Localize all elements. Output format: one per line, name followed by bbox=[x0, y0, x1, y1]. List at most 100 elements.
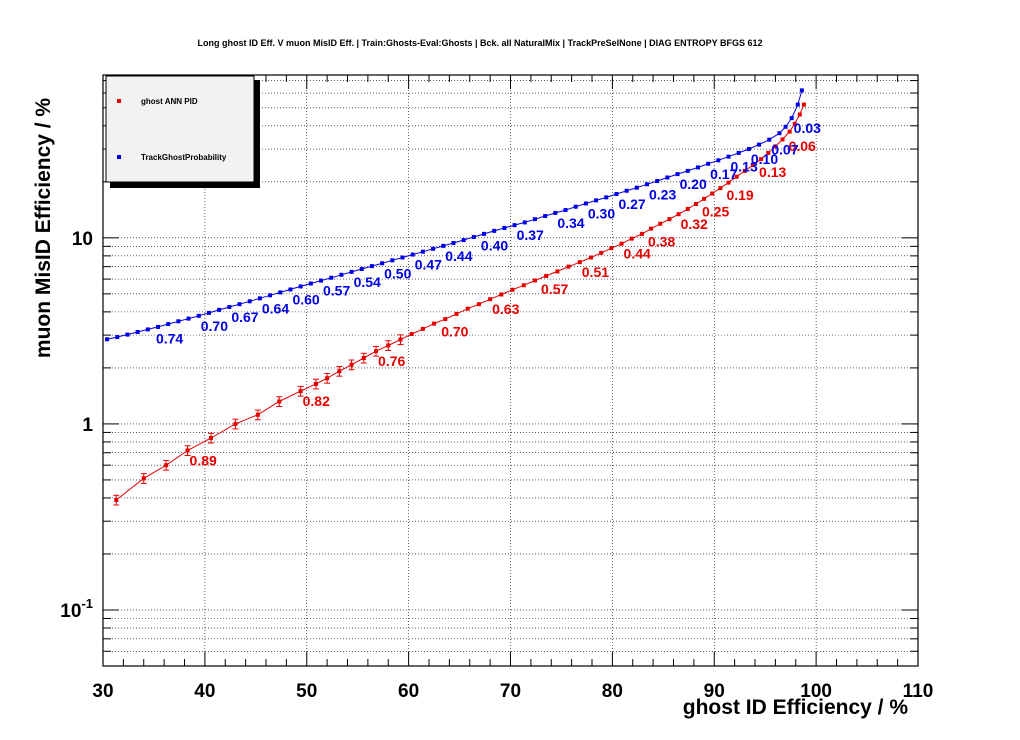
x-tick-label: 40 bbox=[194, 681, 215, 702]
data-point bbox=[588, 255, 593, 260]
data-label: 0.13 bbox=[759, 164, 786, 180]
data-label: 0.76 bbox=[378, 353, 405, 369]
data-point bbox=[706, 161, 711, 166]
data-point bbox=[734, 174, 739, 179]
data-point bbox=[380, 261, 385, 266]
data-point bbox=[443, 317, 448, 322]
data-point bbox=[726, 180, 731, 185]
data-point bbox=[583, 201, 588, 206]
data-point bbox=[488, 297, 493, 302]
data-label: 0.20 bbox=[680, 176, 707, 192]
data-point bbox=[634, 185, 639, 190]
data-label: 0.07 bbox=[771, 142, 798, 158]
x-tick-label: 80 bbox=[602, 681, 623, 702]
data-point bbox=[750, 163, 755, 168]
data-point bbox=[471, 235, 476, 240]
data-point bbox=[773, 144, 778, 149]
data-point bbox=[420, 249, 425, 254]
data-point bbox=[716, 158, 721, 163]
data-label: 0.23 bbox=[649, 186, 676, 202]
data-point bbox=[409, 332, 414, 337]
data-label: 0.44 bbox=[445, 248, 472, 264]
data-point bbox=[543, 214, 548, 219]
data-point bbox=[718, 186, 723, 191]
data-point bbox=[510, 287, 515, 292]
x-tick-label: 70 bbox=[500, 681, 521, 702]
data-label: 0.57 bbox=[541, 281, 568, 297]
data-label: 0.67 bbox=[231, 309, 258, 325]
data-label: 0.19 bbox=[726, 187, 753, 203]
data-point bbox=[114, 498, 119, 503]
data-point bbox=[141, 476, 146, 481]
data-point bbox=[499, 292, 504, 297]
data-point bbox=[629, 236, 634, 241]
data-label: 0.50 bbox=[384, 265, 411, 281]
legend-entry: ghost ANN PID bbox=[141, 97, 198, 106]
data-point bbox=[695, 165, 700, 170]
data-point bbox=[599, 250, 604, 255]
data-point bbox=[185, 448, 190, 453]
data-point bbox=[577, 260, 582, 265]
data-point bbox=[573, 204, 578, 209]
data-point bbox=[797, 112, 802, 117]
data-point bbox=[337, 369, 342, 374]
data-point bbox=[329, 275, 334, 280]
data-point bbox=[609, 246, 614, 251]
data-label: 0.37 bbox=[517, 227, 544, 243]
data-point bbox=[339, 272, 344, 277]
data-point bbox=[667, 217, 672, 222]
data-point bbox=[521, 283, 526, 288]
data-point bbox=[759, 157, 764, 162]
data-point bbox=[313, 381, 318, 386]
data-point bbox=[742, 168, 747, 173]
data-point bbox=[655, 179, 660, 184]
data-label: 0.70 bbox=[201, 318, 228, 334]
data-point bbox=[512, 223, 517, 228]
x-tick-label: 100 bbox=[800, 681, 832, 702]
x-tick-label: 30 bbox=[92, 681, 113, 702]
data-point bbox=[227, 304, 232, 309]
data-point bbox=[166, 322, 171, 327]
data-label: 0.51 bbox=[582, 264, 609, 280]
data-label: 0.63 bbox=[492, 301, 519, 317]
data-point bbox=[308, 281, 313, 286]
data-point bbox=[432, 321, 437, 326]
data-point bbox=[400, 255, 405, 260]
data-point bbox=[757, 142, 762, 147]
data-point bbox=[156, 324, 161, 329]
data-point bbox=[726, 154, 731, 159]
data-point bbox=[361, 356, 366, 361]
data-label: 0.70 bbox=[441, 324, 468, 340]
data-point bbox=[710, 191, 715, 196]
data-point bbox=[787, 129, 792, 134]
data-label: 0.03 bbox=[794, 120, 821, 136]
data-point bbox=[288, 287, 293, 292]
data-point bbox=[766, 150, 771, 155]
data-point bbox=[685, 168, 690, 173]
data-point bbox=[257, 296, 262, 301]
x-tick-label: 90 bbox=[704, 681, 725, 702]
data-label: 0.57 bbox=[323, 283, 350, 299]
data-point bbox=[801, 102, 806, 107]
series-layer: 0.890.820.760.700.630.570.510.440.380.32… bbox=[105, 88, 821, 506]
legend-marker bbox=[117, 155, 121, 159]
data-point bbox=[206, 310, 211, 315]
data-point bbox=[532, 278, 537, 283]
legend-box bbox=[105, 75, 255, 183]
data-point bbox=[736, 150, 741, 155]
data-point bbox=[624, 188, 629, 193]
data-point bbox=[431, 246, 436, 251]
data-point bbox=[658, 221, 663, 226]
legend-marker bbox=[117, 99, 121, 103]
y-tick-label: 10-1 bbox=[60, 596, 93, 622]
data-point bbox=[135, 329, 140, 334]
data-point bbox=[566, 264, 571, 269]
data-point bbox=[454, 311, 459, 316]
x-tick-label: 60 bbox=[398, 681, 419, 702]
data-point bbox=[676, 212, 681, 217]
data-label: 0.40 bbox=[481, 237, 508, 253]
data-point bbox=[164, 463, 169, 468]
data-point bbox=[247, 299, 252, 304]
